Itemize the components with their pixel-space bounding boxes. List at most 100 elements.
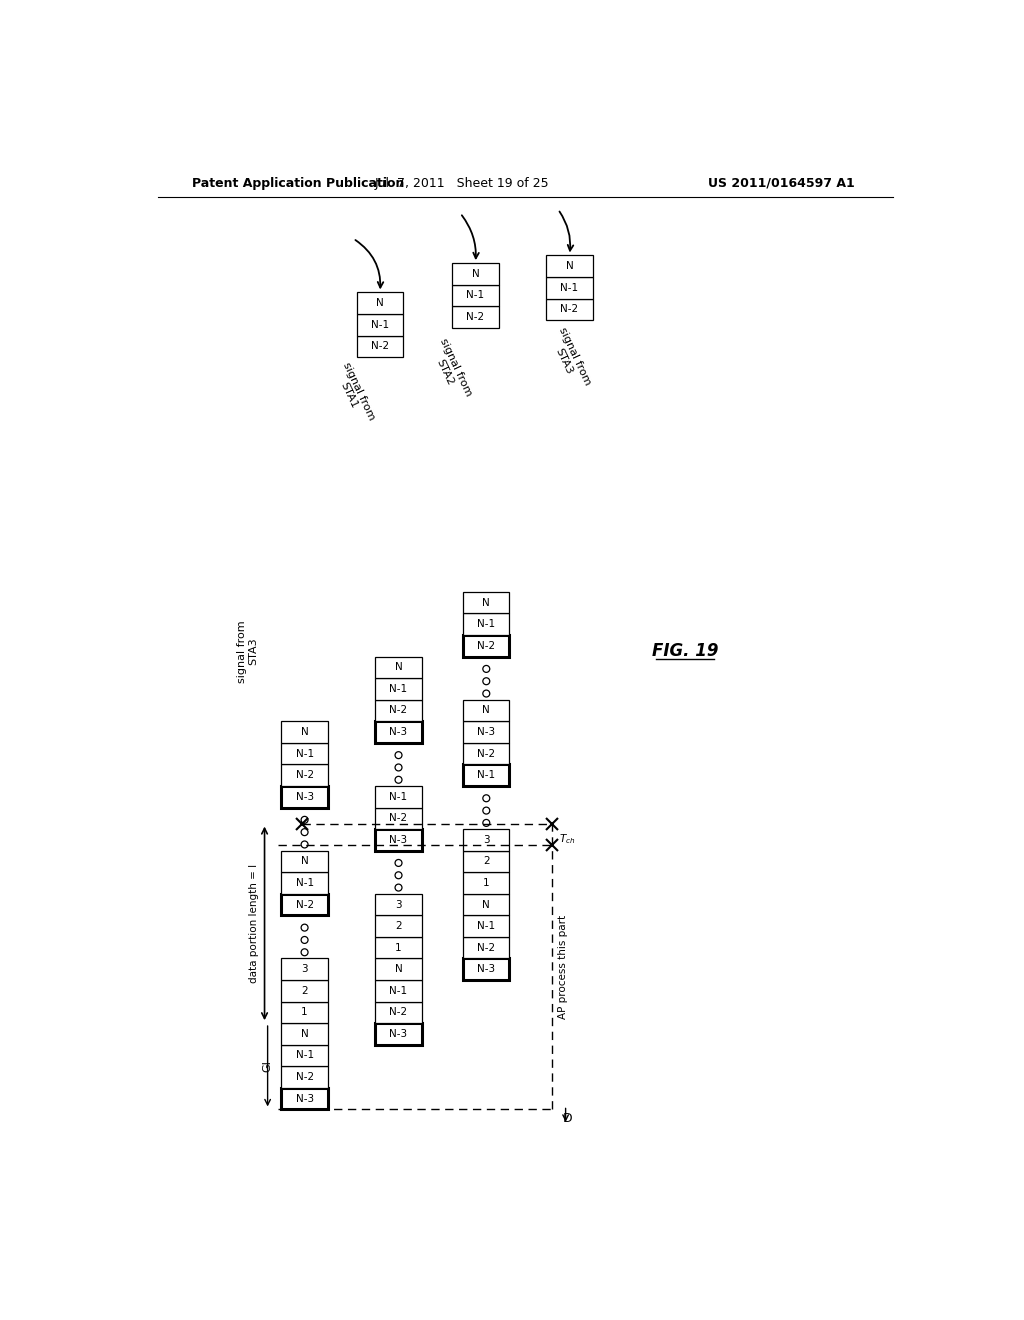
- Bar: [453, 306, 499, 327]
- Bar: [547, 298, 593, 321]
- Bar: [357, 314, 403, 335]
- Text: N-2: N-2: [560, 305, 579, 314]
- Bar: [463, 721, 509, 743]
- Bar: [547, 256, 593, 277]
- Text: N-1: N-1: [477, 921, 496, 931]
- Text: FIG. 19: FIG. 19: [651, 643, 718, 660]
- Text: US 2011/0164597 A1: US 2011/0164597 A1: [708, 177, 855, 190]
- Text: N-3: N-3: [389, 1028, 408, 1039]
- Text: N-1: N-1: [389, 792, 408, 801]
- Text: D: D: [562, 1113, 572, 1126]
- Text: N-2: N-2: [296, 899, 313, 909]
- Bar: [282, 1067, 328, 1088]
- Bar: [376, 1002, 422, 1023]
- Bar: [282, 979, 328, 1002]
- Text: N: N: [301, 727, 308, 737]
- Text: 2: 2: [301, 986, 308, 995]
- Text: signal from
STA3: signal from STA3: [547, 326, 593, 392]
- Bar: [282, 764, 328, 785]
- Bar: [453, 285, 499, 306]
- Bar: [282, 850, 328, 873]
- Bar: [376, 785, 422, 808]
- Text: N-2: N-2: [389, 705, 408, 715]
- Text: N: N: [301, 1028, 308, 1039]
- Bar: [463, 700, 509, 721]
- Bar: [282, 785, 328, 808]
- Bar: [463, 635, 509, 656]
- Text: 1: 1: [483, 878, 489, 888]
- Text: AP process this part: AP process this part: [558, 915, 568, 1019]
- Text: N-1: N-1: [371, 319, 389, 330]
- Bar: [282, 743, 328, 764]
- Bar: [376, 915, 422, 937]
- Text: data portion length = l: data portion length = l: [249, 863, 259, 983]
- Text: signal from
STA2: signal from STA2: [427, 337, 473, 403]
- Text: N: N: [394, 964, 402, 974]
- Bar: [376, 721, 422, 743]
- Text: 3: 3: [395, 899, 401, 909]
- Bar: [282, 1002, 328, 1023]
- Text: N: N: [565, 261, 573, 271]
- Bar: [282, 1044, 328, 1067]
- Text: 3: 3: [483, 834, 489, 845]
- Text: signal from
STA3: signal from STA3: [237, 620, 258, 682]
- Text: N: N: [482, 598, 490, 607]
- Text: 2: 2: [483, 857, 489, 866]
- Text: 3: 3: [301, 964, 308, 974]
- Bar: [376, 678, 422, 700]
- Bar: [282, 873, 328, 894]
- Text: N-2: N-2: [477, 942, 496, 953]
- Bar: [463, 937, 509, 958]
- Text: GI: GI: [262, 1060, 272, 1072]
- Bar: [376, 979, 422, 1002]
- Text: N-2: N-2: [296, 770, 313, 780]
- Text: N: N: [482, 899, 490, 909]
- Text: N-2: N-2: [389, 1007, 408, 1018]
- Text: N-1: N-1: [477, 770, 496, 780]
- Bar: [453, 263, 499, 285]
- Bar: [282, 1023, 328, 1044]
- Text: N-1: N-1: [296, 1051, 313, 1060]
- Text: Patent Application Publication: Patent Application Publication: [193, 177, 404, 190]
- Bar: [463, 958, 509, 979]
- Bar: [376, 958, 422, 979]
- Text: N-2: N-2: [467, 312, 484, 322]
- Text: N-3: N-3: [389, 727, 408, 737]
- Text: N-3: N-3: [296, 1093, 313, 1104]
- Text: N-2: N-2: [477, 640, 496, 651]
- Text: N: N: [472, 269, 479, 279]
- Bar: [463, 873, 509, 894]
- Bar: [376, 1023, 422, 1044]
- Bar: [547, 277, 593, 298]
- Text: N-3: N-3: [477, 727, 496, 737]
- Text: N: N: [394, 663, 402, 672]
- Text: N-2: N-2: [296, 1072, 313, 1082]
- Text: $T_{ch}$: $T_{ch}$: [559, 832, 575, 846]
- Text: N-1: N-1: [560, 282, 579, 293]
- Text: N-1: N-1: [477, 619, 496, 630]
- Bar: [463, 894, 509, 915]
- Text: N: N: [376, 298, 384, 308]
- Text: 2: 2: [395, 921, 401, 931]
- Text: N: N: [301, 857, 308, 866]
- Text: N-1: N-1: [389, 684, 408, 694]
- Bar: [463, 743, 509, 764]
- Bar: [376, 656, 422, 678]
- Text: N-2: N-2: [371, 342, 389, 351]
- Bar: [376, 937, 422, 958]
- Bar: [463, 850, 509, 873]
- Text: 1: 1: [301, 1007, 308, 1018]
- Bar: [282, 721, 328, 743]
- Text: signal from
STA1: signal from STA1: [331, 360, 377, 426]
- Bar: [282, 1088, 328, 1109]
- Text: Jul. 7, 2011   Sheet 19 of 25: Jul. 7, 2011 Sheet 19 of 25: [375, 177, 549, 190]
- Bar: [463, 915, 509, 937]
- Bar: [376, 894, 422, 915]
- Text: 1: 1: [395, 942, 401, 953]
- Text: N-1: N-1: [296, 878, 313, 888]
- Text: N-2: N-2: [477, 748, 496, 759]
- Text: N-1: N-1: [296, 748, 313, 759]
- Bar: [376, 700, 422, 721]
- Bar: [376, 808, 422, 829]
- Bar: [463, 614, 509, 635]
